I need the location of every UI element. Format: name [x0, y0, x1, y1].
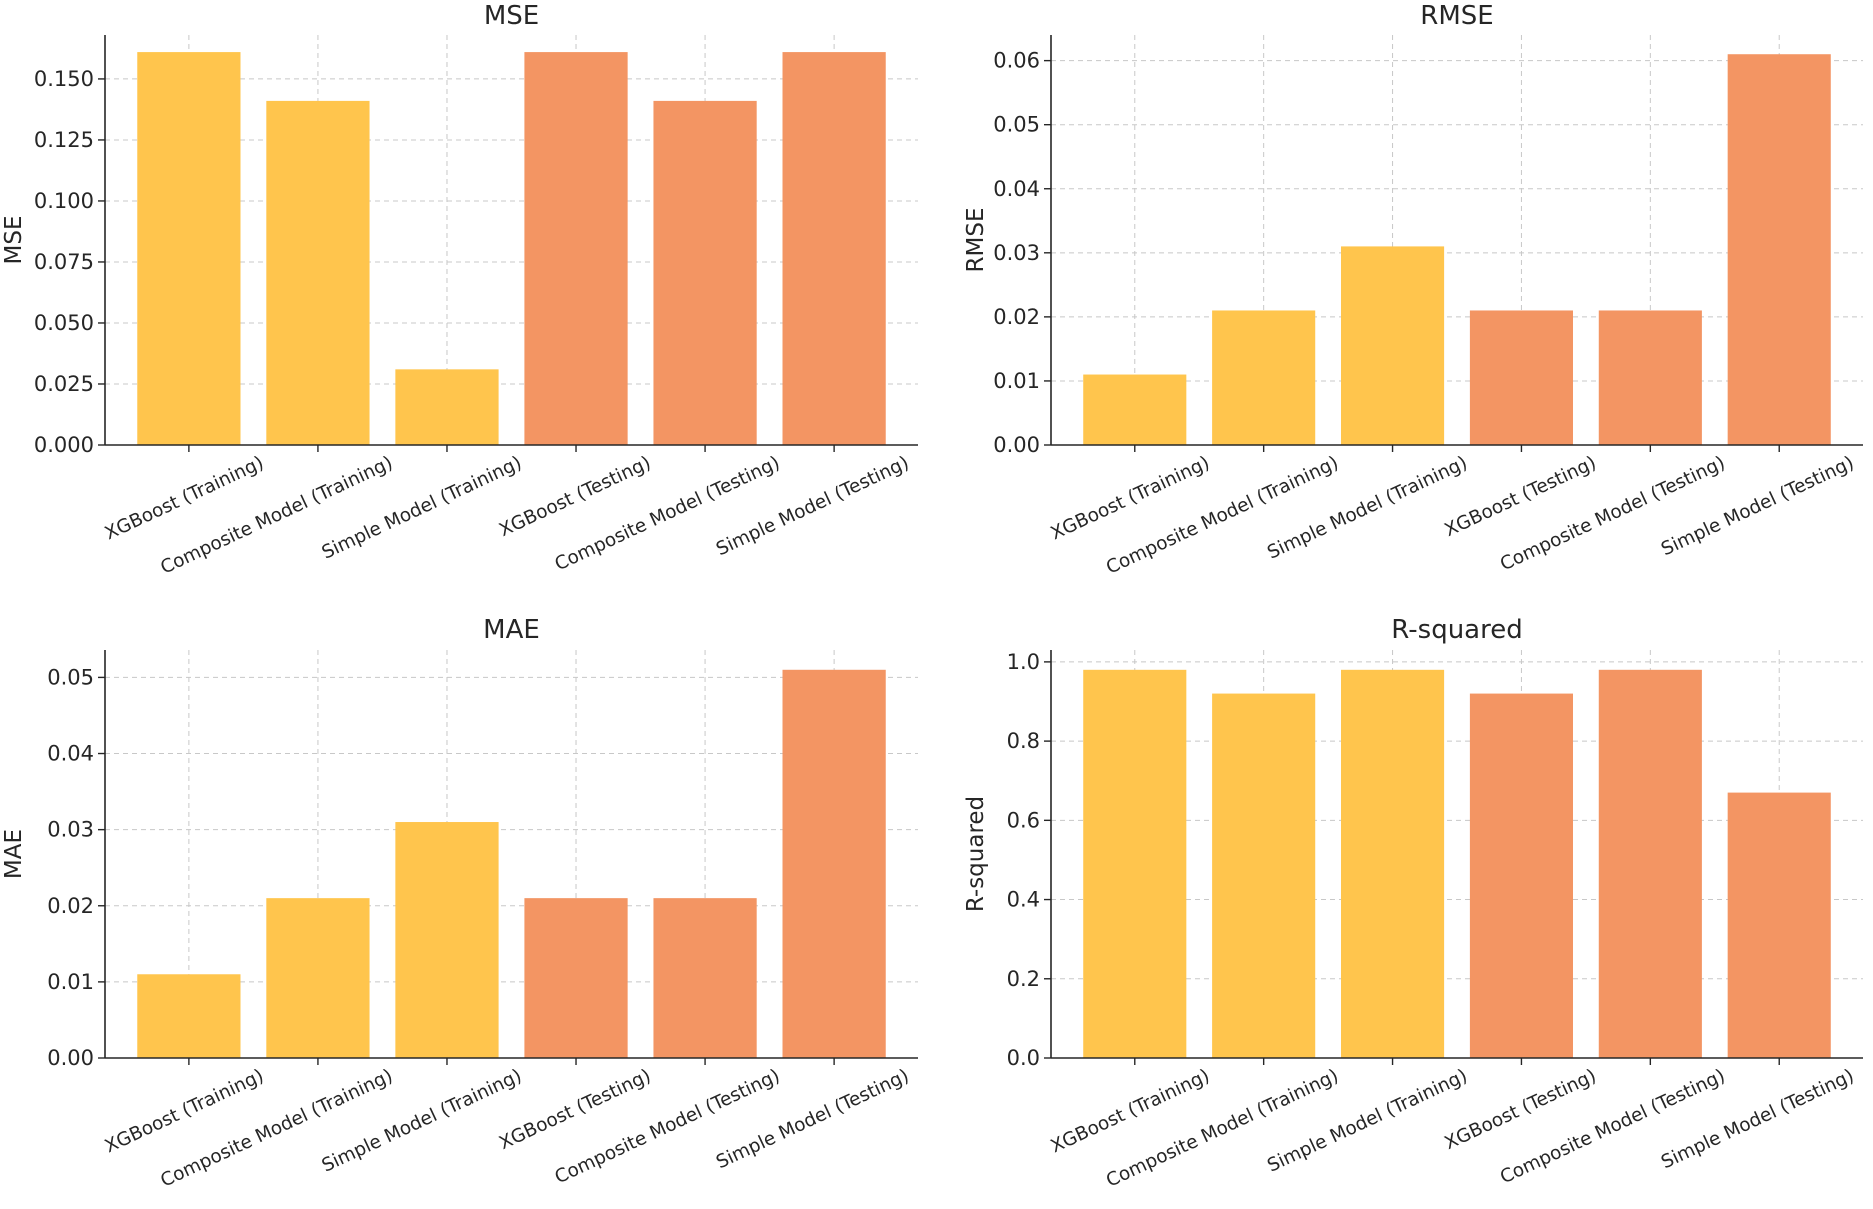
y-tick-label: 0.075	[34, 250, 94, 274]
bar-4	[524, 898, 628, 1058]
y-tick-label: 0.050	[34, 311, 94, 335]
y-tick-label: 0.01	[993, 369, 1040, 393]
chart-title: R-squared	[1391, 615, 1522, 645]
bar-5	[1598, 310, 1702, 445]
bar-2	[266, 898, 370, 1058]
chart-title: RMSE	[1420, 1, 1493, 31]
y-tick-label: 0.02	[47, 894, 94, 918]
y-tick-label: 0.0	[1007, 1046, 1040, 1070]
bar-4	[1469, 693, 1573, 1058]
y-tick-label: 0.100	[34, 189, 94, 213]
bar-2	[1212, 693, 1316, 1058]
bar-6	[782, 52, 886, 445]
y-tick-label: 0.01	[47, 970, 94, 994]
bar-5	[1598, 669, 1702, 1058]
y-axis-label: RMSE	[963, 208, 989, 273]
bar-1	[1083, 669, 1187, 1058]
y-tick-label: 0.03	[993, 241, 1040, 265]
y-tick-label: 0.05	[47, 665, 94, 689]
y-axis-label: MAE	[1, 829, 27, 879]
y-tick-label: 0.04	[993, 177, 1040, 201]
chart-panel-1: 0.0000.0250.0500.0750.1000.1250.150XGBoo…	[1, 1, 918, 579]
y-tick-label: 0.000	[34, 433, 94, 457]
x-category-label: Composite Model (Testing)	[1497, 1065, 1728, 1188]
x-category-label: Composite Model (Testing)	[1497, 452, 1728, 575]
bar-1	[1083, 374, 1187, 445]
y-tick-label: 0.05	[993, 113, 1040, 137]
bar-5	[653, 100, 757, 446]
bar-6	[1727, 792, 1831, 1058]
y-tick-label: 0.00	[993, 433, 1040, 457]
bar-1	[137, 52, 241, 445]
y-tick-label: 0.00	[47, 1046, 94, 1070]
bar-3	[395, 822, 499, 1058]
bar-6	[1727, 54, 1831, 445]
bar-2	[266, 100, 370, 446]
chart-title: MSE	[484, 1, 539, 31]
y-axis-label: MSE	[1, 216, 27, 265]
bar-1	[137, 974, 241, 1058]
chart-title: MAE	[483, 615, 540, 645]
x-category-label: Composite Model (Testing)	[552, 452, 783, 575]
y-tick-label: 0.025	[34, 372, 94, 396]
bar-5	[653, 898, 757, 1058]
x-category-label: Composite Model (Training)	[157, 1065, 396, 1191]
x-category-label: Composite Model (Training)	[157, 452, 396, 578]
y-tick-label: 0.6	[1007, 808, 1040, 832]
y-tick-label: 0.2	[1007, 967, 1040, 991]
bar-3	[1341, 669, 1445, 1058]
y-tick-label: 0.03	[47, 818, 94, 842]
y-tick-label: 0.06	[993, 49, 1040, 73]
y-tick-label: 0.150	[34, 67, 94, 91]
bar-4	[1469, 310, 1573, 445]
bar-3	[1341, 246, 1445, 445]
x-category-label: Composite Model (Training)	[1103, 452, 1342, 578]
y-tick-label: 0.8	[1007, 729, 1040, 753]
bar-6	[782, 669, 886, 1058]
bar-3	[395, 369, 499, 445]
bar-2	[1212, 310, 1316, 445]
x-category-label: Composite Model (Training)	[1103, 1065, 1342, 1191]
x-category-label: Composite Model (Testing)	[552, 1065, 783, 1188]
y-tick-label: 0.02	[993, 305, 1040, 329]
y-tick-label: 1.0	[1007, 650, 1040, 674]
y-tick-label: 0.4	[1007, 888, 1040, 912]
y-axis-label: R-squared	[963, 796, 989, 912]
y-tick-label: 0.04	[47, 742, 94, 766]
y-tick-label: 0.125	[34, 128, 94, 152]
bar-4	[524, 52, 628, 445]
